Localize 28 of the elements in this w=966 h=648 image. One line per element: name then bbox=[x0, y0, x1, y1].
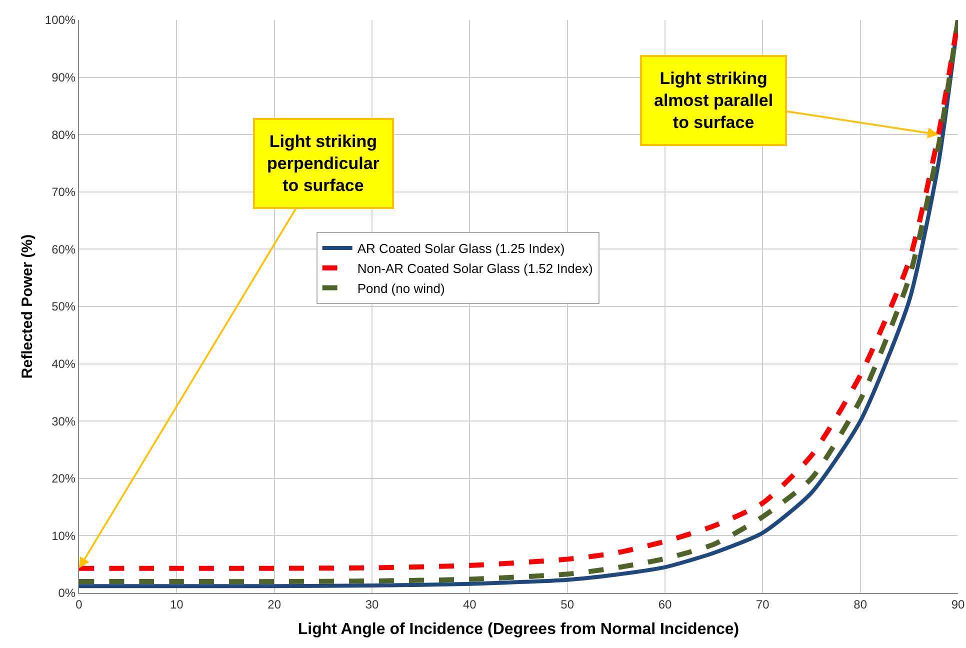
y-tick-label: 90% bbox=[52, 70, 76, 84]
y-tick-label: 30% bbox=[52, 414, 76, 428]
x-tick-label: 80 bbox=[854, 597, 868, 612]
x-tick-label: 10 bbox=[170, 597, 184, 612]
x-tick-label: 0 bbox=[76, 597, 83, 612]
x-tick-label: 50 bbox=[560, 597, 574, 612]
x-tick-label: 20 bbox=[268, 597, 282, 612]
annotation: Light striking perpendicular to surface bbox=[267, 132, 380, 196]
x-tick-label: 60 bbox=[658, 597, 672, 612]
legend-label: Non-AR Coated Solar Glass (1.52 Index) bbox=[357, 260, 593, 276]
y-tick-label: 40% bbox=[52, 357, 76, 371]
x-tick-label: 70 bbox=[756, 597, 770, 612]
x-axis-title: Light Angle of Incidence (Degrees from Normal Incidence) bbox=[298, 621, 740, 638]
y-tick-label: 60% bbox=[52, 242, 76, 256]
y-tick-label: 50% bbox=[52, 300, 76, 314]
legend-label: AR Coated Solar Glass (1.25 Index) bbox=[357, 241, 565, 256]
x-tick-label: 40 bbox=[462, 597, 477, 612]
y-tick-label: 80% bbox=[52, 128, 76, 142]
y-tick-label: 20% bbox=[52, 472, 76, 486]
x-tick-label: 30 bbox=[365, 597, 379, 612]
annotation: Light striking almost parallel to surface bbox=[654, 69, 774, 132]
y-axis-title: Reflected Power (%) bbox=[19, 234, 36, 379]
y-tick-label: 100% bbox=[44, 13, 76, 28]
y-tick-label: 10% bbox=[52, 528, 76, 543]
legend-label: Pond (no wind) bbox=[357, 280, 445, 296]
y-tick-label: 70% bbox=[52, 185, 76, 200]
y-tick-label: 0% bbox=[58, 586, 76, 600]
x-tick-label: 90 bbox=[951, 597, 965, 612]
